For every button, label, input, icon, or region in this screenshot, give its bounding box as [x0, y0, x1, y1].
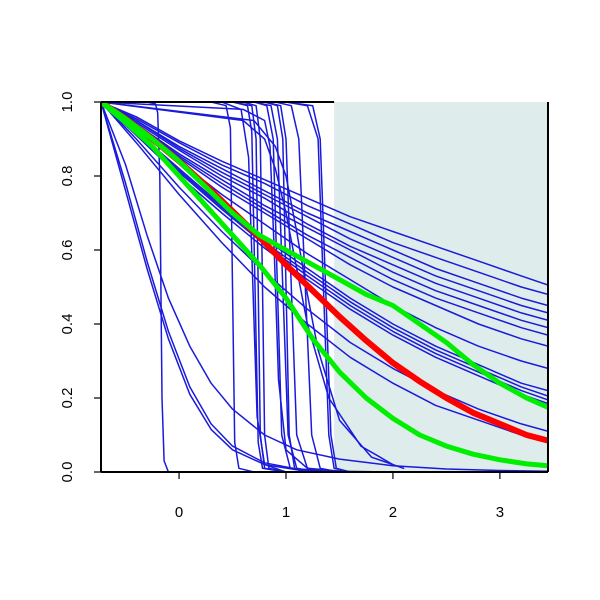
blue-series-line-3: [101, 102, 548, 307]
blue-series-line-2: [101, 102, 548, 296]
y-tick-label: 0.2: [59, 388, 76, 409]
blue-series-line-21: [101, 102, 341, 472]
blue-series-line-29: [101, 102, 373, 472]
x-tick-label: 0: [175, 504, 183, 521]
blue-series-line-26: [101, 102, 362, 472]
blue-series-line-28: [101, 102, 373, 472]
blue-series-line-10: [101, 102, 548, 392]
y-tick-label: 0.8: [59, 166, 76, 187]
x-axis: 0 1 2 3: [175, 472, 504, 521]
series-lines: [101, 102, 548, 472]
x-tick-label: 3: [496, 504, 504, 521]
y-tick-label: 0.4: [59, 314, 76, 335]
y-tick-label: 0.6: [59, 240, 76, 261]
green-series-line-36: [101, 102, 548, 410]
blue-series-line-15: [101, 102, 548, 442]
blue-series-line-24: [101, 102, 341, 472]
blue-series-line-34: [101, 102, 405, 470]
axes: [100, 101, 549, 473]
blue-series-line-31: [101, 102, 383, 472]
blue-series-line-7: [101, 102, 548, 336]
y-tick-label: 1.0: [59, 92, 76, 113]
blue-series-line-18: [101, 102, 548, 472]
green-series-line-37: [101, 102, 548, 469]
blue-series-line-1: [101, 102, 548, 286]
blue-series-line-22: [101, 102, 341, 472]
y-tick-label: 0.0: [59, 462, 76, 483]
blue-series-line-6: [101, 102, 548, 329]
blue-series-line-23: [101, 102, 341, 472]
blue-series-line-4: [101, 102, 548, 314]
y-axis: 0.0 0.2 0.4 0.6 0.8 1.0: [59, 92, 101, 483]
blue-series-line-14: [101, 102, 548, 433]
x-tick-label: 1: [282, 504, 290, 521]
shaded-region: [334, 102, 548, 472]
blue-series-line-5: [101, 102, 548, 322]
blue-series-line-33: [101, 102, 394, 466]
blue-series-line-20: [101, 102, 341, 472]
x-tick-label: 2: [389, 504, 397, 521]
